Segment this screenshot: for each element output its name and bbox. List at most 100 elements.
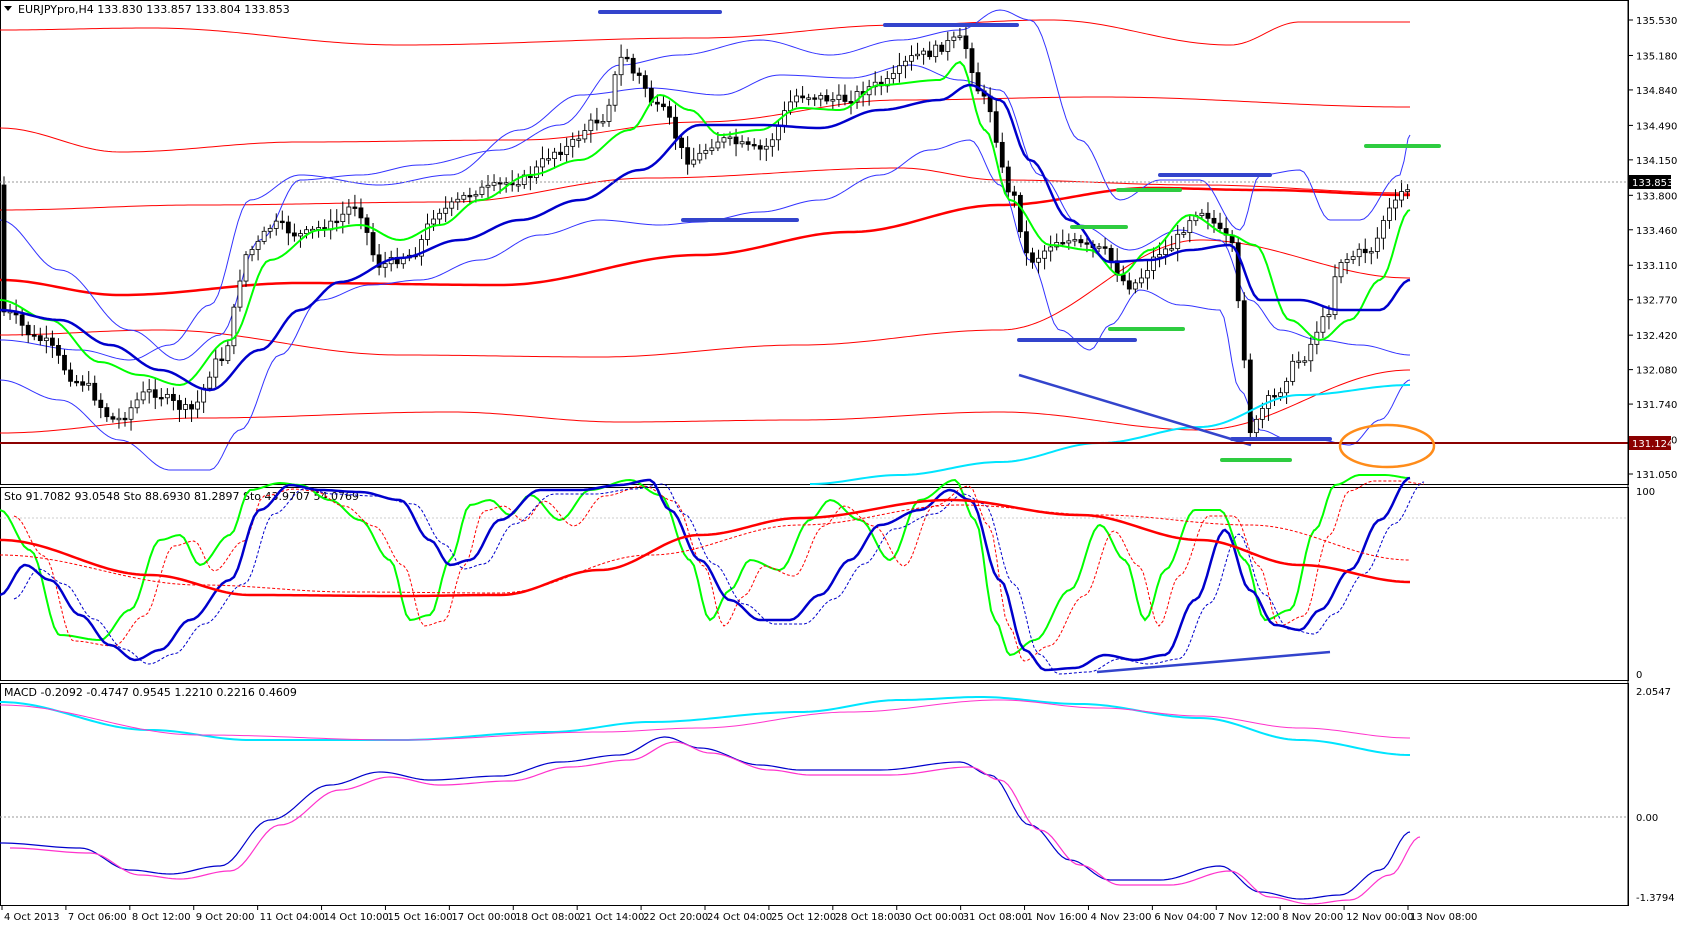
bear-candle: [291, 232, 297, 237]
macd-panel[interactable]: [0, 683, 1629, 906]
bull-candle: [691, 159, 697, 165]
bull-candle: [540, 158, 545, 168]
macd-main-line: [0, 736, 1411, 900]
bull-candle: [1302, 360, 1308, 363]
bull-candle: [1132, 282, 1138, 290]
bull-candle: [1042, 250, 1047, 259]
macd-signal-slow: [0, 699, 1411, 741]
macd-tick-label: 0.00: [1636, 813, 1658, 824]
bear-candle: [1235, 242, 1241, 302]
price-tick-label: 133.110: [1636, 261, 1677, 272]
price-tick-label: 134.840: [1636, 86, 1677, 97]
time-tick-label: 15 Oct 16:00: [387, 912, 452, 923]
stochastic-mid-signal: [13, 481, 1425, 675]
bear-candle: [497, 182, 503, 185]
bull-candle: [225, 345, 231, 362]
bull-candle: [903, 60, 908, 67]
bull-candle: [1368, 251, 1374, 254]
bull-candle: [606, 104, 612, 122]
red-band-line: [0, 167, 1411, 211]
bull-candle: [576, 138, 582, 141]
bull-candle: [140, 391, 146, 401]
bull-candle: [612, 74, 618, 106]
bear-candle: [1024, 231, 1029, 254]
macd-lines: [0, 695, 1628, 905]
bull-candle: [255, 240, 261, 250]
bear-candle: [963, 35, 969, 50]
time-tick-label: 24 Oct 04:00: [707, 912, 772, 923]
bull-candle: [1199, 212, 1205, 216]
bull-candle: [721, 137, 727, 143]
bull-candle: [890, 72, 896, 79]
price-tick-label: 131.740: [1636, 400, 1677, 411]
bull-candle: [1405, 189, 1410, 192]
candlesticks: [1, 25, 1410, 439]
stochastic-fast-line: [0, 474, 1411, 657]
dropdown-arrow-icon[interactable]: [4, 6, 12, 11]
bull-candle: [1381, 220, 1386, 239]
bear-candle: [110, 416, 116, 420]
stochastic-tick-label: 0: [1636, 670, 1642, 681]
bull-candle: [346, 206, 352, 215]
bull-candle: [515, 184, 521, 187]
bull-candle: [146, 389, 152, 393]
time-tick-label: 14 Oct 10:00: [324, 912, 389, 923]
bull-candle: [1344, 259, 1350, 263]
bull-candle: [437, 212, 443, 220]
price-tick-label: 135.180: [1636, 51, 1677, 62]
bear-candle: [152, 389, 158, 398]
bull-candle: [425, 223, 430, 240]
bear-candle: [98, 399, 104, 408]
bull-candle: [273, 220, 279, 229]
bear-candle: [927, 50, 933, 58]
bear-candle: [1005, 166, 1011, 193]
time-tick-label: 8 Oct 12:00: [132, 912, 191, 923]
bull-candle: [582, 130, 588, 140]
price-tick-label: 132.770: [1636, 296, 1677, 307]
bull-candle: [909, 55, 914, 62]
bear-candle: [558, 151, 563, 155]
bull-candle: [116, 417, 122, 421]
bear-candle: [68, 369, 73, 382]
bear-candle: [812, 97, 818, 100]
price-tick-label: 133.460: [1636, 226, 1677, 237]
bull-candle: [534, 166, 539, 178]
bull-candle: [86, 382, 92, 386]
bull-candle: [836, 94, 842, 100]
bear-candle: [1211, 217, 1217, 224]
time-tick-label: 7 Nov 12:00: [1218, 912, 1279, 923]
bull-candle: [1145, 270, 1150, 279]
bull-candle: [1253, 418, 1259, 434]
bear-candle: [370, 232, 376, 256]
price-tick-label: 131.050: [1636, 470, 1677, 481]
bear-candle: [800, 95, 805, 99]
support-price-tag: [1629, 436, 1671, 450]
bear-candle: [1120, 274, 1126, 282]
bull-candle: [267, 228, 273, 232]
bull-candle: [1187, 220, 1193, 233]
bull-candle: [43, 337, 49, 342]
bull-candle: [1320, 316, 1326, 333]
red-band-line: [0, 96, 1411, 153]
main-price-panel[interactable]: [0, 0, 1629, 485]
bull-candle: [479, 186, 485, 195]
bull-candle: [933, 44, 939, 58]
bear-candle: [757, 145, 763, 150]
bull-candle: [1338, 262, 1344, 278]
bull-candle: [782, 110, 787, 126]
bull-candle: [1157, 254, 1162, 258]
bear-candle: [1078, 239, 1084, 244]
time-tick-label: 25 Oct 12:00: [771, 912, 836, 923]
bull-candle: [128, 407, 134, 420]
bull-candle: [382, 263, 388, 268]
bull-candle: [588, 119, 594, 131]
bull-candle: [304, 229, 309, 234]
bear-candle: [939, 44, 945, 52]
bull-candle: [1175, 233, 1181, 249]
stochastic-panel[interactable]: [0, 487, 1629, 681]
bull-candle: [183, 404, 188, 410]
bull-candle: [443, 207, 449, 214]
bull-candle: [1048, 246, 1054, 252]
bull-candle: [340, 213, 346, 223]
bull-candle: [776, 125, 781, 141]
